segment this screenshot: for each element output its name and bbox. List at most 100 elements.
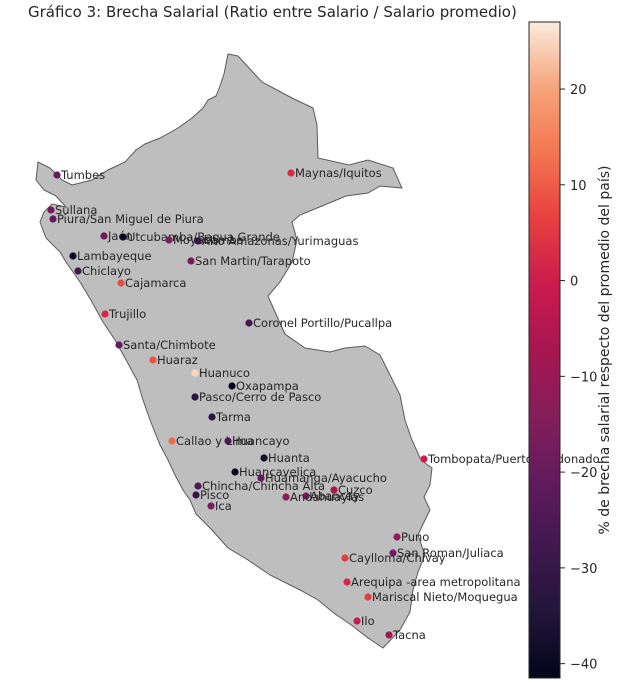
city-marker: Huancayo	[224, 434, 289, 448]
city-point	[49, 215, 57, 223]
city-label: Huanta	[268, 451, 310, 465]
city-label: Abancay	[310, 489, 360, 503]
city-point	[231, 468, 239, 476]
city-point	[187, 257, 195, 265]
city-marker: Abancay	[302, 489, 360, 503]
city-marker: Tacna	[385, 628, 426, 642]
city-label: Santa/Chimbote	[123, 338, 216, 352]
city-label: Tacna	[392, 628, 426, 642]
city-label: Trujillo	[108, 307, 146, 321]
city-point	[228, 382, 236, 390]
city-point	[119, 233, 127, 241]
city-label: Oxapampa	[236, 379, 299, 393]
city-label: San Roman/Juliaca	[397, 546, 504, 560]
city-marker: Huaraz	[149, 353, 198, 367]
city-point	[420, 455, 428, 463]
city-point	[353, 617, 361, 625]
city-marker: Caylloma/Chivay	[341, 551, 446, 565]
city-point	[287, 169, 295, 177]
city-label: Arequipa -area metropolitana	[351, 575, 521, 589]
city-marker: Oxapampa	[228, 379, 299, 393]
colorbar-tick-label: 10	[570, 179, 587, 194]
city-point	[207, 502, 215, 510]
city-point	[364, 593, 372, 601]
colorbar-tick-label: −30	[570, 562, 597, 577]
city-point	[149, 356, 157, 364]
colorbar-label: % de brecha salarial respecto del promed…	[597, 166, 613, 535]
city-marker: Sullana	[47, 203, 97, 217]
city-point	[165, 236, 173, 244]
city-point	[260, 454, 268, 462]
city-marker: Huanta	[260, 451, 310, 465]
city-marker: Moyobamba	[165, 233, 244, 247]
city-point	[74, 267, 82, 275]
city-point	[343, 578, 351, 586]
city-label: Mariscal Nieto/Moquegua	[372, 590, 518, 604]
city-label: Chiclayo	[82, 264, 131, 278]
city-label: Puno	[401, 530, 429, 544]
city-label: Andahuaylas	[290, 490, 364, 504]
city-label: Pisco	[200, 488, 229, 502]
city-label: Moyobamba	[173, 233, 244, 247]
colorbar-gradient	[528, 21, 561, 679]
city-point	[117, 279, 125, 287]
city-point	[115, 341, 123, 349]
city-marker: Huamanga/Ayacucho	[257, 471, 387, 485]
city-point	[69, 252, 77, 260]
city-point	[257, 474, 265, 482]
city-label: Utcubamba/Bagua Grande	[127, 230, 280, 244]
city-label: Huancayo	[232, 434, 289, 448]
city-marker: Maynas/Iquitos	[287, 166, 382, 180]
city-marker: Cuzco	[330, 483, 373, 497]
city-marker: Tumbes	[53, 168, 105, 182]
colorbar-tick-label: −40	[570, 658, 597, 673]
city-label: Cuzco	[338, 483, 373, 497]
colorbar-tick-label: −10	[570, 370, 597, 385]
city-label: Callao y Lima	[176, 434, 254, 448]
city-marker: Huancavelica	[231, 465, 316, 479]
city-point	[191, 369, 199, 377]
city-point	[168, 437, 176, 445]
city-marker: Utcubamba/Bagua Grande	[119, 230, 280, 244]
city-marker: Piura/San Miguel de Piura	[49, 212, 204, 226]
city-point	[341, 554, 349, 562]
city-marker: Lambayeque	[69, 249, 152, 263]
city-marker: San Martin/Tarapoto	[187, 254, 311, 268]
city-marker: Callao y Lima	[168, 434, 254, 448]
city-label: Huancavelica	[239, 465, 316, 479]
city-marker: Mariscal Nieto/Moquegua	[364, 590, 518, 604]
city-label: Coronel Portillo/Pucallpa	[253, 316, 392, 330]
city-label: Tumbes	[60, 168, 105, 182]
city-point	[385, 631, 393, 639]
city-marker: Ica	[207, 499, 232, 513]
city-marker: Chiclayo	[74, 264, 131, 278]
city-point	[245, 319, 253, 327]
city-label: San Martin/Tarapoto	[195, 254, 311, 268]
city-marker: Santa/Chimbote	[115, 338, 216, 352]
city-point	[389, 549, 397, 557]
city-point	[208, 413, 216, 421]
city-point	[393, 533, 401, 541]
city-marker: Arequipa -area metropolitana	[343, 575, 521, 589]
city-marker: Puno	[393, 530, 429, 544]
city-label: Maynas/Iquitos	[295, 166, 382, 180]
city-point	[302, 492, 310, 500]
city-point	[194, 482, 202, 490]
city-label: Piura/San Miguel de Piura	[57, 212, 204, 226]
city-marker: Pasco/Cerro de Pasco	[191, 390, 321, 404]
city-label: Cajamarca	[125, 276, 186, 290]
chart-title: Gráfico 3: Brecha Salarial (Ratio entre …	[28, 3, 517, 21]
city-point	[47, 206, 55, 214]
city-point	[192, 491, 200, 499]
city-label: Tarma	[215, 410, 251, 424]
city-marker: San Roman/Juliaca	[389, 546, 504, 560]
city-marker: Coronel Portillo/Pucallpa	[245, 316, 392, 330]
colorbar-tick-label: −20	[570, 466, 597, 481]
city-marker: Pisco	[192, 488, 229, 502]
city-label: Ica	[215, 499, 232, 513]
colorbar-ticks: −40 −30 −20 −10 0 10 20	[560, 83, 597, 673]
city-label: Sullana	[55, 203, 97, 217]
city-marker: Trujillo	[101, 307, 146, 321]
peru-outline	[35, 53, 433, 649]
city-marker: Alto Amazonas/Yurimaguas	[194, 234, 358, 248]
